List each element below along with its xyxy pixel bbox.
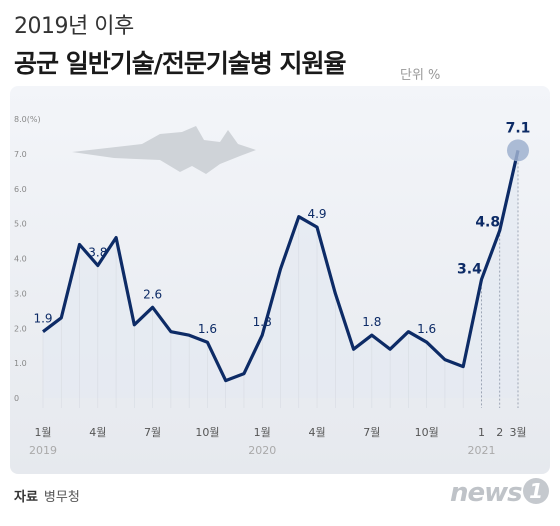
page-title-line1: 2019년 이후 — [14, 14, 134, 39]
y-tick-label: 0 — [14, 394, 19, 403]
y-tick-label: 8.0(%) — [14, 115, 41, 124]
x-tick-label: 7월 — [363, 426, 380, 439]
x-tick-label: 7월 — [144, 426, 161, 439]
x-tick-label: 4월 — [308, 426, 325, 439]
news1-logo: news 1 — [450, 478, 549, 508]
y-tick-label: 6.0 — [14, 185, 27, 194]
data-label: 3.4 — [457, 261, 482, 277]
x-axis-labels: 1월 4월 7월 10월 1월 4월 7월 10월 1 2 3월 2019 2020 2021 — [29, 426, 527, 457]
unit-label: 단위 % — [400, 68, 441, 83]
chart-panel: 0 1.0 2.0 3.0 4.0 5.0 6.0 7.0 8.0(%) 1.9 3.8 2.6 1.… — [10, 86, 550, 474]
highlight-marker — [507, 139, 529, 162]
data-label: 2.6 — [143, 287, 162, 301]
year-label: 2019 — [29, 444, 57, 457]
data-labels: 1.9 3.8 2.6 1.6 1.8 4.9 1.8 1.6 3.4 4.8 7.1 — [33, 120, 530, 336]
x-tick-label: 10월 — [195, 426, 219, 439]
x-tick-label: 2 — [496, 426, 503, 439]
source-note: 자료 병무청 — [14, 486, 80, 505]
data-label: 1.9 — [33, 312, 52, 326]
data-label: 3.8 — [88, 245, 107, 259]
data-label: 4.9 — [307, 207, 326, 221]
year-label: 2021 — [467, 444, 495, 457]
x-tick-label: 1 — [478, 426, 485, 439]
data-label: 7.1 — [506, 120, 531, 136]
x-tick-label: 1월 — [254, 426, 271, 439]
x-tick-label: 3월 — [509, 426, 526, 439]
year-label: 2020 — [248, 444, 276, 457]
data-label: 1.6 — [198, 322, 217, 336]
x-tick-label: 4월 — [89, 426, 106, 439]
y-tick-label: 4.0 — [14, 255, 27, 264]
data-points — [507, 139, 529, 162]
logo-mark: 1 — [522, 478, 549, 504]
y-tick-label: 1.0 — [14, 359, 27, 368]
x-tick-label: 1월 — [34, 426, 51, 439]
y-tick-label: 3.0 — [14, 289, 27, 298]
data-label: 1.8 — [362, 315, 381, 329]
logo-text: news — [450, 478, 523, 508]
y-tick-label: 5.0 — [14, 220, 27, 229]
line-chart: 01.02.03.04.05.06.07.08.0(%) 1.93.82.61.… — [14, 115, 530, 457]
page-title-line2: 공군 일반기술/전문기술병 지원율 — [14, 49, 347, 78]
data-label: 1.8 — [253, 315, 272, 329]
data-label: 4.8 — [475, 215, 500, 231]
y-tick-label: 2.0 — [14, 324, 27, 333]
jet-silhouette-icon — [72, 126, 256, 174]
x-tick-label: 10월 — [415, 426, 439, 439]
source-label: 자료 — [14, 490, 38, 505]
y-tick-label: 7.0 — [14, 150, 27, 159]
data-label: 1.6 — [417, 322, 436, 336]
y-axis: 0 1.0 2.0 3.0 4.0 5.0 6.0 7.0 8.0(%) — [14, 115, 41, 403]
source-value: 병무청 — [43, 490, 80, 505]
guide-lines — [42, 150, 519, 408]
series-line — [42, 150, 520, 383]
